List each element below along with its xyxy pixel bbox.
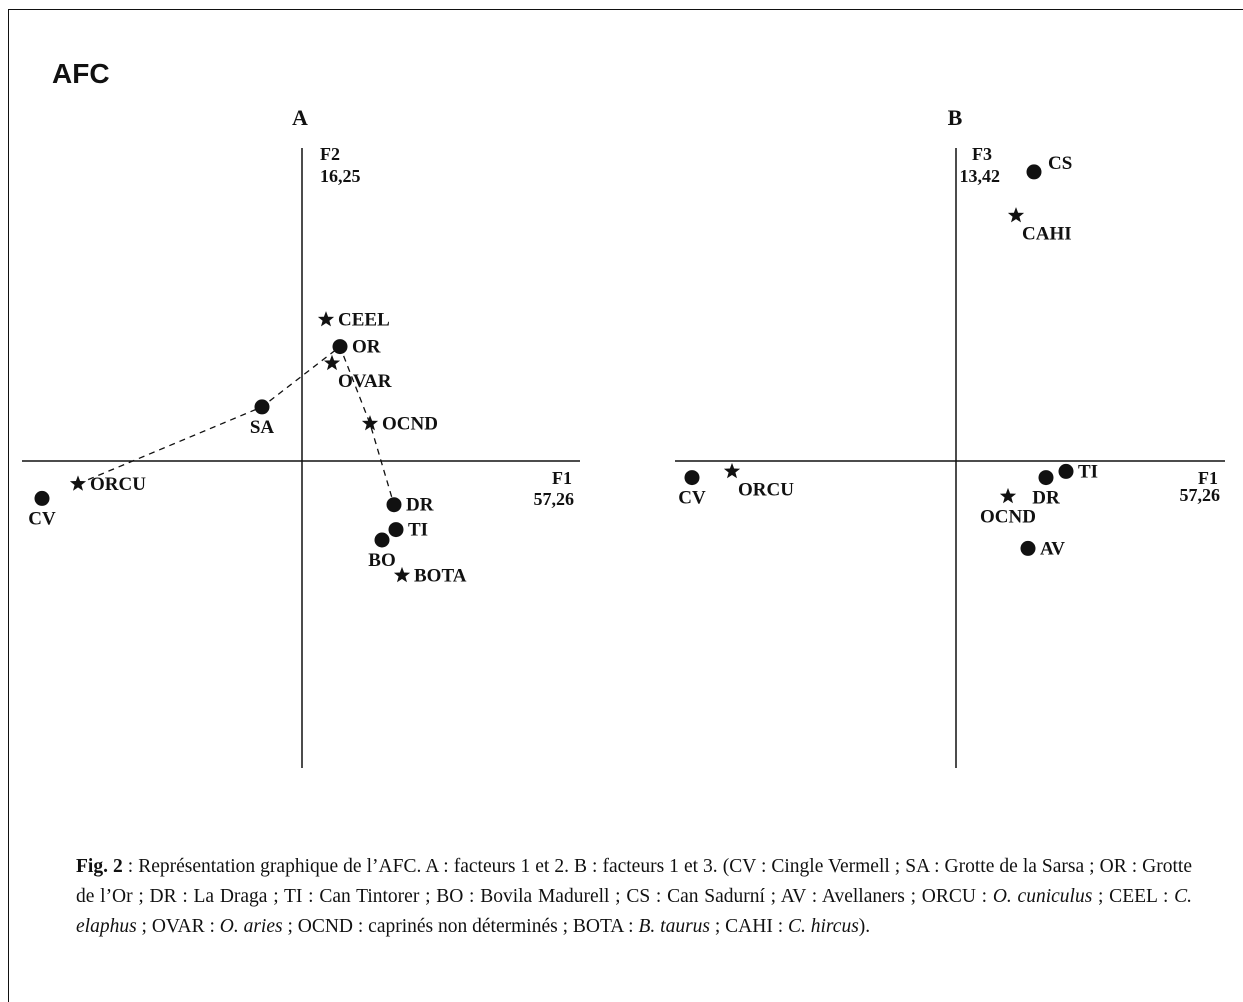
site-point [684,470,700,486]
site-point [34,490,50,506]
point-label: CEEL [338,310,390,331]
site-point [388,522,404,538]
figure-frame [8,9,1243,1002]
caption-segment: ; OCND : caprinés non déterminés ; BOTA … [282,916,639,937]
x-axis-inertia: 57,26 [1180,485,1221,505]
taxon-point [999,487,1017,504]
site-point [374,532,390,548]
caption-segment: ; CAHI : [710,916,788,937]
caption-species-name: O. cuniculus [992,886,1093,907]
point-label: DR [1032,488,1060,509]
taxon-point [361,415,379,431]
site-point [1026,164,1042,180]
caption-text: : Représentation graphique de l’AFC. A :… [76,856,1192,937]
point-label: BOTA [414,565,467,586]
point-label: CS [1048,153,1072,174]
y-axis-name: F2 [320,144,340,164]
site-point [386,497,402,513]
taxon-point [393,566,411,583]
caption-species-name: O. aries [219,916,283,937]
site-point [1020,540,1036,556]
point-label: DR [406,495,434,516]
point-label: OVAR [338,371,392,392]
caption-segment: : Représentation graphique de l’AFC. A :… [76,856,1192,907]
panel-label: A [292,105,308,130]
site-point [332,339,348,355]
point-label: SA [250,417,275,438]
point-label: ORCU [90,474,146,495]
point-label: OCND [382,414,438,435]
y-axis-name: F3 [972,144,992,164]
taxon-point [1007,207,1025,223]
point-label: TI [408,520,428,541]
taxon-point [317,311,335,327]
caption-fig-label: Fig. 2 [76,856,123,877]
point-label: OCND [980,506,1036,527]
point-label: CV [28,508,56,529]
figure-title: AFC [52,58,110,89]
caption-species-name: C. elaphus [76,886,1192,937]
point-label: AV [1040,538,1065,559]
x-axis-name: F1 [1198,468,1218,488]
caption-species-name: B. taurus [638,916,710,937]
taxon-point [723,462,741,479]
y-axis-inertia: 13,42 [960,166,1001,186]
point-label: CAHI [1022,224,1072,245]
caption-segment: ). [858,916,871,937]
site-point [1058,463,1074,479]
point-label: CV [678,488,706,509]
caption-segment: ; CEEL : [1092,886,1175,907]
caption-segment: ; OVAR : [136,916,220,937]
taxon-point [69,475,87,491]
point-label: ORCU [738,479,794,500]
point-label: OR [352,337,381,358]
point-label: BO [368,550,395,571]
x-axis-inertia: 57,26 [534,489,575,509]
site-point [254,399,270,415]
caption-species-name: C. hircus [788,916,859,937]
x-axis-name: F1 [552,468,572,488]
site-point [1038,470,1054,486]
point-label: TI [1078,461,1098,482]
y-axis-inertia: 16,25 [320,166,361,186]
panel-label: B [948,105,963,130]
taxon-point [323,354,341,371]
figure-caption: Fig. 2 : Représentation graphique de l’A… [76,852,1192,942]
